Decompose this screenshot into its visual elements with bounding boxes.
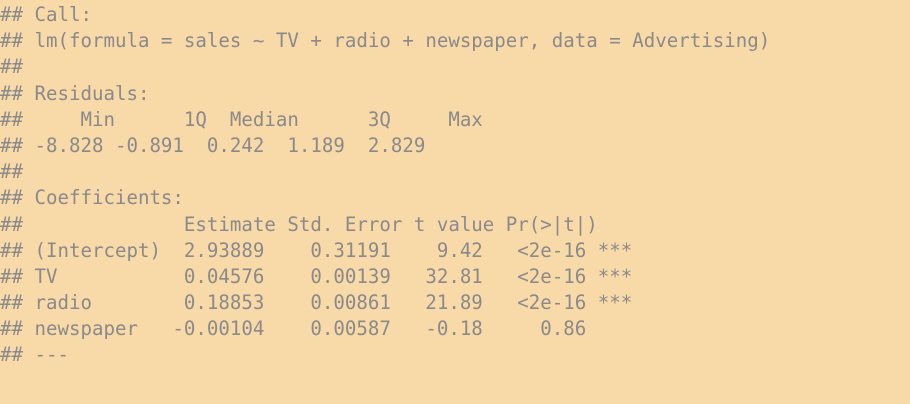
output-line-coef-newspaper: ## newspaper -0.00104 0.00587 -0.18 0.86 [0,317,633,341]
output-line-blank: ## [0,160,35,184]
output-line-residuals-header: ## Residuals: [0,81,150,105]
output-line-residuals-columns: ## Min 1Q Median 3Q Max [0,107,495,131]
output-line-coef-tv: ## TV 0.04576 0.00139 32.81 <2e-16 *** [0,264,633,288]
output-line-blank: ## [0,55,35,79]
output-line-call-formula: ## lm(formula = sales ~ TV + radio + new… [0,29,771,53]
output-line-call-header: ## Call: [0,3,92,26]
output-line-coefficients-columns: ## Estimate Std. Error t value Pr(>|t|) [0,212,644,236]
output-line-coef-radio: ## radio 0.18853 0.00861 21.89 <2e-16 **… [0,291,633,315]
output-line-coefficients-header: ## Coefficients: [0,186,184,210]
output-line-separator: ## --- [0,343,69,367]
output-line-residuals-values: ## -8.828 -0.891 0.242 1.189 2.829 [0,133,437,157]
output-line-coef-intercept: ## (Intercept) 2.93889 0.31191 9.42 <2e-… [0,238,633,262]
